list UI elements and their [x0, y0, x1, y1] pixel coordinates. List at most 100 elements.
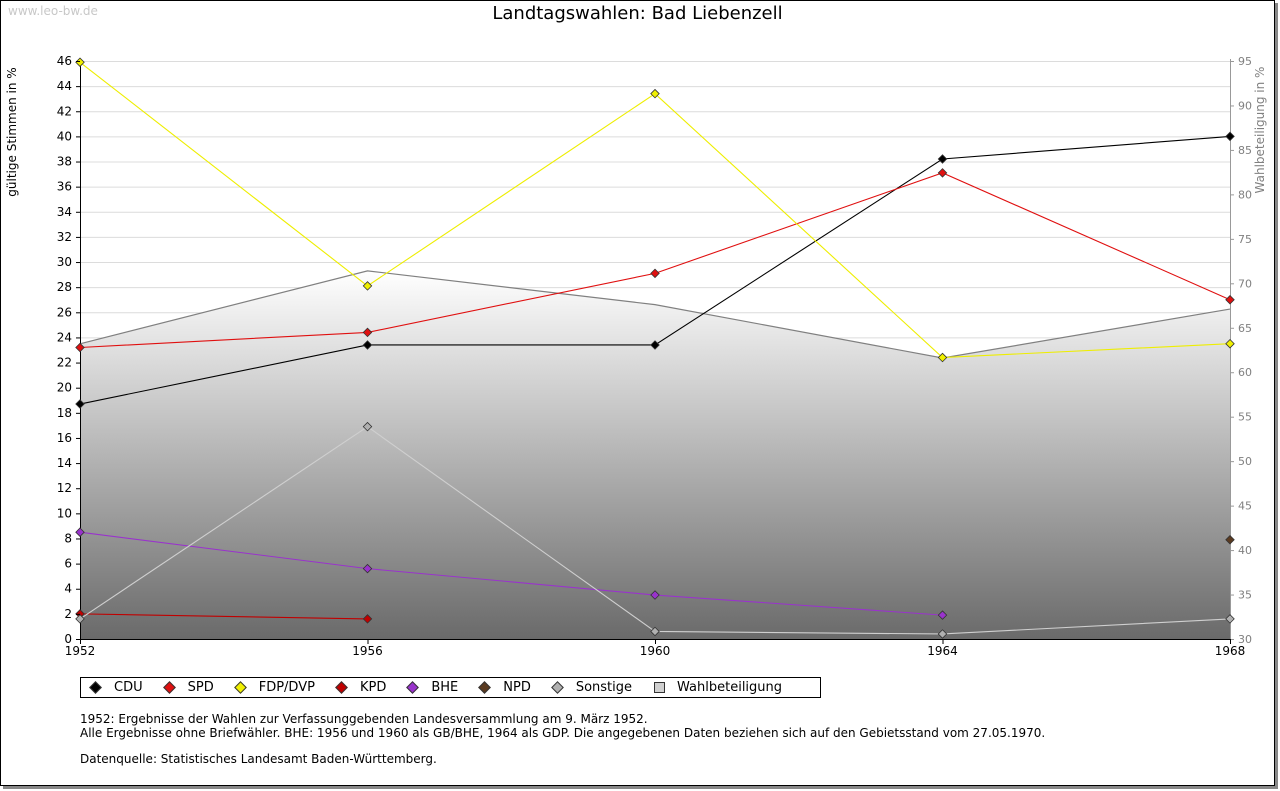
y-tick-label-4: 4: [64, 582, 72, 596]
y-tick-label-12: 12: [57, 481, 72, 495]
marker-sonstige-1956: [362, 421, 373, 432]
marker-cdu-1968: [1225, 131, 1235, 142]
y2-tick-label-65: 65: [1238, 322, 1252, 335]
y2-tick-label-50: 50: [1238, 455, 1252, 468]
legend-item-kpd: KPD: [335, 680, 387, 695]
x-tick-label-1956: 1956: [352, 644, 383, 658]
marker-bhe-1956: [362, 563, 373, 574]
y2-tick-label-60: 60: [1238, 366, 1252, 379]
turnout-area-fill: [80, 270, 1230, 639]
legend-marker-npd: [478, 681, 492, 694]
y-tick-label-36: 36: [57, 180, 72, 194]
y-tick-label-18: 18: [57, 406, 72, 420]
y-tick-label-22: 22: [57, 356, 72, 370]
y-tick-label-30: 30: [57, 255, 72, 269]
legend: CDU SPD FDP/DVP KPD BHE NPD Sonstige Wa: [80, 677, 821, 698]
marker-fdp-dvp-1964: [937, 352, 948, 363]
y-tick-label-42: 42: [57, 104, 72, 118]
legend-marker-cdu: [89, 681, 102, 694]
legend-item-wahlbeteiligung: Wahlbeteiligung: [654, 680, 782, 695]
marker-npd-1968: [1225, 534, 1235, 545]
y-tick-label-16: 16: [57, 431, 72, 445]
y-tick-label-10: 10: [57, 506, 72, 520]
y2-tick-label-80: 80: [1238, 188, 1252, 201]
watermark: www.leo-bw.de: [8, 4, 98, 18]
footnotes: 1952: Ergebnisse der Wahlen zur Verfassu…: [80, 712, 1046, 767]
legend-marker-kpd: [335, 681, 348, 694]
x-tick-label-1964: 1964: [927, 644, 958, 658]
plot-area: 0246810121416182022242628303234363840424…: [57, 54, 1252, 658]
y2-tick-label-40: 40: [1238, 544, 1252, 557]
marker-cdu-1956: [362, 340, 373, 350]
y-tick-label-28: 28: [57, 280, 72, 294]
y2-tick-label-45: 45: [1238, 500, 1252, 513]
y2-tick-label-55: 55: [1238, 411, 1252, 424]
legend-item-spd: SPD: [162, 680, 214, 695]
tick-labels: 0246810121416182022242628303234363840424…: [57, 54, 1252, 658]
y2-tick-label-95: 95: [1238, 55, 1252, 68]
marker-fdp-dvp-1952: [75, 57, 85, 68]
y-tick-label-24: 24: [57, 330, 72, 344]
footnote-source: Datenquelle: Statistisches Landesamt Bad…: [80, 752, 437, 766]
series-line-bhe: [79, 531, 943, 616]
legend-label-npd: NPD: [503, 680, 531, 695]
legend-item-fdp: FDP/DVP: [233, 680, 315, 695]
footnote-1952: 1952: Ergebnisse der Wahlen zur Verfassu…: [80, 712, 648, 726]
y2-tick-label-70: 70: [1238, 277, 1252, 290]
y-tick-label-6: 6: [64, 557, 72, 571]
legend-item-bhe: BHE: [406, 680, 458, 695]
marker-cdu-1952: [75, 399, 85, 409]
legend-label-wahlbeteiligung: Wahlbeteiligung: [677, 680, 783, 695]
legend-label-kpd: KPD: [359, 680, 387, 695]
marker-cdu-1964: [937, 154, 948, 164]
marker-fdp-dvp-1968: [1225, 338, 1235, 349]
y-tick-label-32: 32: [57, 230, 72, 244]
marker-kpd-1956: [362, 614, 373, 624]
marker-bhe-1952: [75, 527, 85, 537]
marker-fdp-dvp-1956: [362, 281, 373, 291]
marker-spd-1968: [1225, 294, 1235, 305]
chart-title: Landtagswahlen: Bad Liebenzell: [492, 3, 783, 24]
legend-marker-fdp: [233, 681, 247, 694]
y-tick-label-34: 34: [57, 205, 72, 219]
x-tick-label-1960: 1960: [640, 644, 671, 658]
legend-label-cdu: CDU: [114, 680, 143, 695]
series-markers: [75, 57, 1235, 639]
series-line-kpd: [79, 613, 368, 620]
marker-fdp-dvp-1960: [650, 88, 660, 99]
marker-spd-1952: [75, 342, 85, 353]
turnout-area: [79, 270, 1231, 639]
y2-tick-label-85: 85: [1238, 144, 1252, 157]
y-tick-label-40: 40: [57, 129, 72, 143]
y-tick-label-0: 0: [64, 632, 72, 646]
legend-marker-sonstige: [550, 681, 564, 694]
legend-marker-bhe: [406, 681, 420, 694]
marker-sonstige-1964: [937, 629, 948, 639]
marker-spd-1964: [937, 168, 948, 178]
y-tick-label-46: 46: [57, 54, 72, 68]
marker-sonstige-1952: [75, 614, 85, 624]
y-tick-label-26: 26: [57, 305, 72, 319]
marker-spd-1960: [650, 268, 660, 279]
marker-cdu-1960: [650, 340, 660, 350]
footnote-briefwaehler: Alle Ergebnisse ohne Briefwähler. BHE: 1…: [80, 725, 1046, 740]
legend-label-fdp: FDP/DVP: [258, 680, 315, 695]
marker-sonstige-1960: [650, 626, 660, 637]
marker-bhe-1960: [650, 590, 660, 600]
y2-tick-label-35: 35: [1238, 589, 1252, 602]
legend-marker-spd: [162, 681, 176, 694]
marker-bhe-1964: [937, 610, 948, 620]
y-tick-label-44: 44: [57, 79, 72, 93]
y-tick-label-8: 8: [64, 531, 72, 545]
y2-tick-label-30: 30: [1238, 633, 1252, 646]
y2-tick-label-90: 90: [1238, 99, 1252, 112]
legend-label-spd: SPD: [187, 680, 214, 695]
legend-label-sonstige: Sonstige: [575, 680, 633, 695]
y-tick-label-2: 2: [64, 607, 72, 621]
y-tick-label-20: 20: [57, 381, 72, 395]
x-tick-label-1952: 1952: [65, 644, 96, 658]
y2-tick-label-75: 75: [1238, 233, 1252, 246]
y-tick-label-14: 14: [57, 456, 72, 470]
x-tick-label-1968: 1968: [1215, 644, 1246, 658]
